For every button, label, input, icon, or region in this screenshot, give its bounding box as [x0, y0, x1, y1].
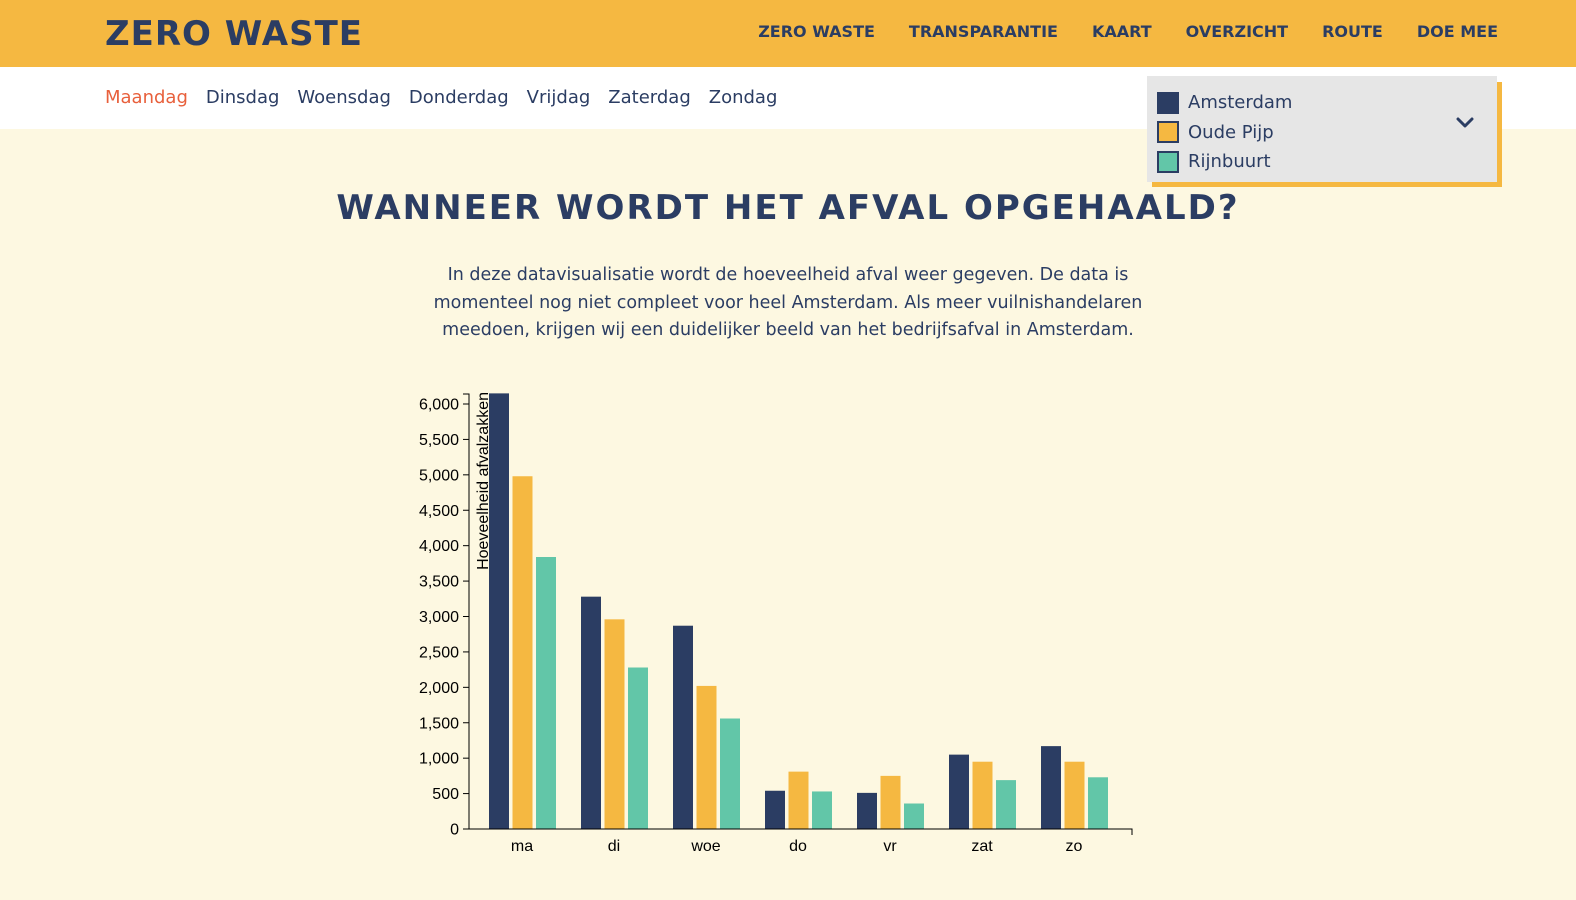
bar — [812, 791, 832, 829]
legend-label: Rijnbuurt — [1188, 151, 1271, 173]
bar — [996, 780, 1016, 829]
bar — [512, 476, 533, 829]
bar — [880, 775, 901, 829]
intro-line: meedoen, krijgen wij een duidelijker bee… — [442, 320, 1134, 340]
tab-zondag[interactable]: Zondag — [708, 87, 778, 108]
legend-swatch-amsterdam — [1157, 91, 1179, 114]
y-tick-label: 4,000 — [419, 538, 459, 555]
legend-label: Amsterdam — [1188, 92, 1293, 114]
y-tick-label: 2,500 — [419, 644, 459, 661]
intro-text: In deze datavisualisatie wordt de hoevee… — [418, 262, 1158, 345]
legend-item-oude-pijp: Oude Pijp — [1157, 118, 1487, 148]
intro-line: momenteel nog niet compleet voor heel Am… — [433, 292, 1143, 313]
bar — [788, 771, 809, 829]
legend-item-rijnbuurt: Rijnbuurt — [1157, 147, 1487, 177]
tab-maandag[interactable]: Maandag — [105, 87, 188, 108]
x-tick-label: woe — [690, 838, 720, 855]
intro-line: In deze datavisualisatie wordt de hoevee… — [447, 265, 1129, 285]
bar — [949, 754, 969, 829]
x-tick-label: vr — [883, 838, 897, 855]
legend-dropdown[interactable]: Amsterdam Oude Pijp Rijnbuurt — [1147, 76, 1497, 182]
y-tick-label: 1,000 — [419, 751, 459, 768]
bar — [581, 596, 601, 829]
legend-item-amsterdam: Amsterdam — [1157, 88, 1487, 118]
x-tick-label: do — [789, 838, 807, 855]
nav-zero-waste[interactable]: ZERO WASTE — [758, 22, 875, 41]
tab-donderdag[interactable]: Donderdag — [408, 87, 509, 108]
main-nav: ZERO WASTE TRANSPARANTIE KAART OVERZICHT… — [758, 22, 1498, 41]
tab-dinsdag[interactable]: Dinsdag — [205, 87, 280, 108]
bar — [720, 718, 740, 829]
logo[interactable]: ZERO WASTE — [105, 14, 363, 54]
legend-label: Oude Pijp — [1188, 121, 1274, 143]
y-tick-label: 3,000 — [419, 609, 459, 626]
bar — [1064, 761, 1085, 829]
nav-route[interactable]: ROUTE — [1322, 22, 1383, 41]
bar — [673, 625, 693, 829]
bar — [1088, 777, 1108, 829]
nav-doe-mee[interactable]: DOE MEE — [1416, 22, 1498, 41]
bar — [696, 685, 717, 829]
x-tick-label: zo — [1066, 838, 1083, 855]
legend-swatch-oude-pijp — [1157, 121, 1179, 144]
bar — [628, 667, 648, 829]
y-tick-label: 0 — [450, 822, 459, 839]
nav-transparantie[interactable]: TRANSPARANTIE — [908, 22, 1058, 41]
x-tick-label: ma — [511, 838, 533, 855]
y-axis-label: Hoeveelheid afvalzakken — [475, 392, 492, 570]
tab-zaterdag[interactable]: Zaterdag — [608, 87, 691, 108]
bar — [857, 792, 877, 829]
chevron-down-icon[interactable] — [1455, 116, 1475, 130]
day-tabs: Maandag Dinsdag Woensdag Donderdag Vrijd… — [105, 87, 777, 108]
y-tick-label: 500 — [432, 786, 459, 803]
y-tick-label: 4,500 — [419, 503, 459, 520]
y-tick-label: 3,500 — [419, 574, 459, 591]
page-title: WANNEER WORDT HET AFVAL OPGEHAALD? — [336, 188, 1240, 228]
y-tick-label: 6,000 — [419, 397, 459, 414]
x-tick-label: zat — [971, 838, 993, 855]
bar-chart: ma di woe do vr zat zo 0 500 1,000 1,500 2,000 2,500… — [419, 392, 1133, 855]
bar — [604, 619, 625, 829]
y-tick-label: 1,500 — [419, 715, 459, 732]
bar — [489, 393, 509, 829]
nav-overzicht[interactable]: OVERZICHT — [1185, 22, 1289, 41]
y-tick-label: 2,000 — [419, 680, 459, 697]
bar — [1041, 746, 1061, 829]
nav-kaart[interactable]: KAART — [1091, 22, 1152, 41]
tab-woensdag[interactable]: Woensdag — [297, 87, 391, 108]
bar — [536, 557, 556, 829]
bar — [904, 803, 924, 829]
y-tick-label: 5,000 — [419, 467, 459, 484]
x-tick-label: di — [608, 838, 620, 855]
axis-line — [463, 393, 1133, 835]
bar — [765, 790, 785, 829]
top-bar: ZERO WASTE ZERO WASTE TRANSPARANTIE KAAR… — [0, 0, 1576, 67]
y-tick-label: 5,500 — [419, 432, 459, 449]
tab-vrijdag[interactable]: Vrijdag — [526, 87, 591, 108]
bar — [972, 761, 993, 829]
legend-swatch-rijnbuurt — [1157, 150, 1179, 173]
